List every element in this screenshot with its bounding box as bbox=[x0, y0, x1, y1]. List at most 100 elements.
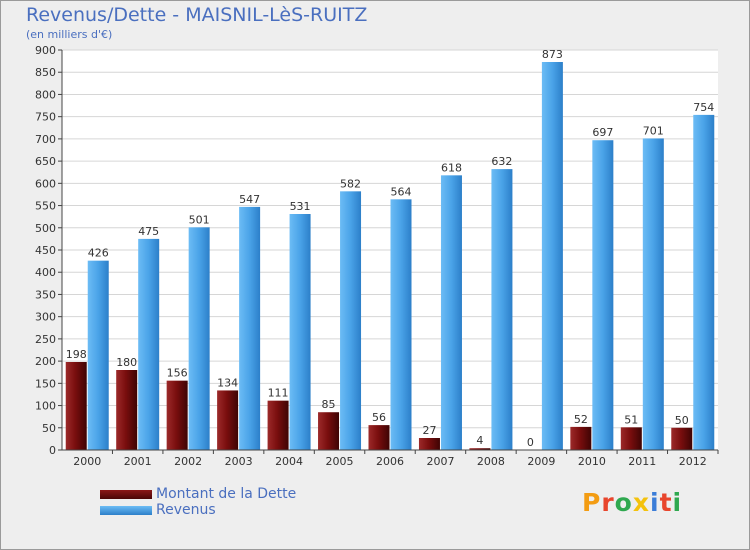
logo-letter: i bbox=[650, 488, 660, 517]
x-axis: 2000 2001 2002 2003 2004 2005 2006 2007 2008 2009… bbox=[62, 449, 719, 468]
data-label-revenus: 501 bbox=[189, 213, 210, 226]
data-label-revenus: 632 bbox=[491, 155, 512, 168]
y-tick-label: 650 bbox=[35, 155, 56, 168]
legend-item-revenus: Revenus bbox=[100, 502, 296, 518]
y-tick-label: 200 bbox=[35, 355, 56, 368]
logo-letter: i bbox=[672, 488, 683, 517]
bar-revenus bbox=[239, 206, 261, 450]
data-label-revenus: 426 bbox=[88, 247, 109, 260]
bars: 198 426 180 475 156 501 134 547 111 531 85 582 56 564… bbox=[65, 48, 715, 451]
y-tick-label: 450 bbox=[35, 244, 56, 257]
x-tick-label: 2004 bbox=[275, 455, 303, 468]
data-label-dette: 134 bbox=[217, 376, 238, 389]
legend-label-revenus: Revenus bbox=[156, 502, 216, 518]
data-label-revenus: 531 bbox=[290, 200, 311, 213]
bar-dette bbox=[671, 427, 693, 450]
data-label-revenus: 582 bbox=[340, 177, 361, 190]
data-label-dette: 180 bbox=[116, 356, 137, 369]
y-tick-label: 850 bbox=[35, 66, 56, 79]
data-label-dette: 51 bbox=[624, 413, 638, 426]
data-label-dette: 0 bbox=[527, 436, 534, 449]
bar-dette bbox=[368, 425, 390, 450]
bar-revenus bbox=[693, 114, 715, 450]
data-label-revenus: 564 bbox=[391, 185, 412, 198]
y-tick-label: 150 bbox=[35, 377, 56, 390]
y-tick-label: 500 bbox=[35, 222, 56, 235]
data-label-revenus: 701 bbox=[643, 124, 664, 137]
y-tick-label: 250 bbox=[35, 333, 56, 346]
data-label-dette: 111 bbox=[268, 387, 289, 400]
data-label-revenus: 618 bbox=[441, 161, 462, 174]
bar-revenus bbox=[541, 62, 563, 450]
bar-revenus bbox=[340, 191, 362, 451]
x-tick-label: 2001 bbox=[124, 455, 152, 468]
x-tick-label: 2011 bbox=[628, 455, 656, 468]
y-axis: 0 50 100 150 200 250 300 350 400 450 500 550 600 650 7… bbox=[35, 44, 63, 457]
legend-swatch-revenus bbox=[100, 505, 152, 515]
logo-letter: r bbox=[601, 488, 615, 517]
x-tick-label: 2012 bbox=[679, 455, 707, 468]
logo-letter: x bbox=[632, 488, 650, 517]
logo-letter: P bbox=[582, 488, 602, 517]
bar-dette bbox=[217, 390, 239, 450]
bar-revenus bbox=[138, 238, 160, 450]
legend-item-dette: Montant de la Dette bbox=[100, 486, 296, 502]
logo-letter: t bbox=[659, 488, 673, 517]
data-label-dette: 4 bbox=[476, 434, 483, 447]
chart-title: Revenus/Dette - MAISNIL-LèS-RUITZ bbox=[26, 4, 368, 26]
data-label-revenus: 547 bbox=[239, 193, 260, 206]
grid-lines bbox=[62, 49, 718, 451]
data-label-dette: 85 bbox=[322, 398, 336, 411]
data-label-dette: 50 bbox=[675, 414, 689, 427]
bar-dette bbox=[318, 412, 340, 450]
bar-revenus bbox=[390, 199, 412, 450]
data-label-revenus: 873 bbox=[542, 48, 563, 61]
proxiti-logo: Proxiti bbox=[582, 488, 682, 517]
legend-label-dette: Montant de la Dette bbox=[156, 486, 297, 502]
y-tick-label: 0 bbox=[49, 444, 56, 457]
bar-revenus bbox=[592, 140, 614, 450]
bar-revenus bbox=[440, 175, 462, 451]
y-tick-label: 700 bbox=[35, 133, 56, 146]
bar-revenus bbox=[188, 227, 210, 450]
data-label-dette: 56 bbox=[372, 411, 386, 424]
x-tick-label: 2009 bbox=[527, 455, 555, 468]
y-tick-label: 100 bbox=[35, 400, 56, 413]
x-tick-label: 2008 bbox=[477, 455, 505, 468]
y-tick-label: 50 bbox=[42, 422, 56, 435]
y-tick-label: 800 bbox=[35, 88, 56, 101]
bar-dette bbox=[267, 400, 289, 450]
x-tick-label: 2010 bbox=[578, 455, 606, 468]
bar-dette bbox=[166, 380, 188, 450]
bar-dette bbox=[570, 426, 592, 450]
data-label-revenus: 697 bbox=[592, 126, 613, 139]
bar-dette bbox=[116, 370, 138, 450]
y-tick-label: 550 bbox=[35, 200, 56, 213]
data-label-dette: 156 bbox=[167, 367, 188, 380]
y-tick-label: 350 bbox=[35, 288, 56, 301]
legend: Montant de la Dette Revenus bbox=[100, 486, 296, 518]
x-tick-label: 2002 bbox=[174, 455, 202, 468]
bar-revenus bbox=[491, 169, 513, 450]
legend-swatch-dette bbox=[100, 489, 152, 499]
logo-letter: o bbox=[614, 488, 633, 517]
bar-revenus bbox=[87, 260, 109, 450]
bar-dette bbox=[620, 427, 642, 450]
x-tick-label: 2000 bbox=[73, 455, 101, 468]
data-label-dette: 52 bbox=[574, 413, 588, 426]
data-label-dette: 27 bbox=[422, 424, 436, 437]
bar-dette bbox=[65, 362, 87, 450]
bar-dette bbox=[469, 448, 491, 450]
chart-subtitle: (en milliers d'€) bbox=[26, 28, 113, 41]
data-label-dette: 198 bbox=[66, 348, 87, 361]
data-label-revenus: 475 bbox=[138, 225, 159, 238]
y-tick-label: 300 bbox=[35, 311, 56, 324]
x-tick-label: 2005 bbox=[326, 455, 354, 468]
bar-dette bbox=[418, 438, 440, 450]
y-tick-label: 400 bbox=[35, 266, 56, 279]
y-tick-label: 900 bbox=[35, 44, 56, 57]
x-tick-label: 2007 bbox=[426, 455, 454, 468]
x-tick-label: 2003 bbox=[225, 455, 253, 468]
y-tick-label: 600 bbox=[35, 177, 56, 190]
